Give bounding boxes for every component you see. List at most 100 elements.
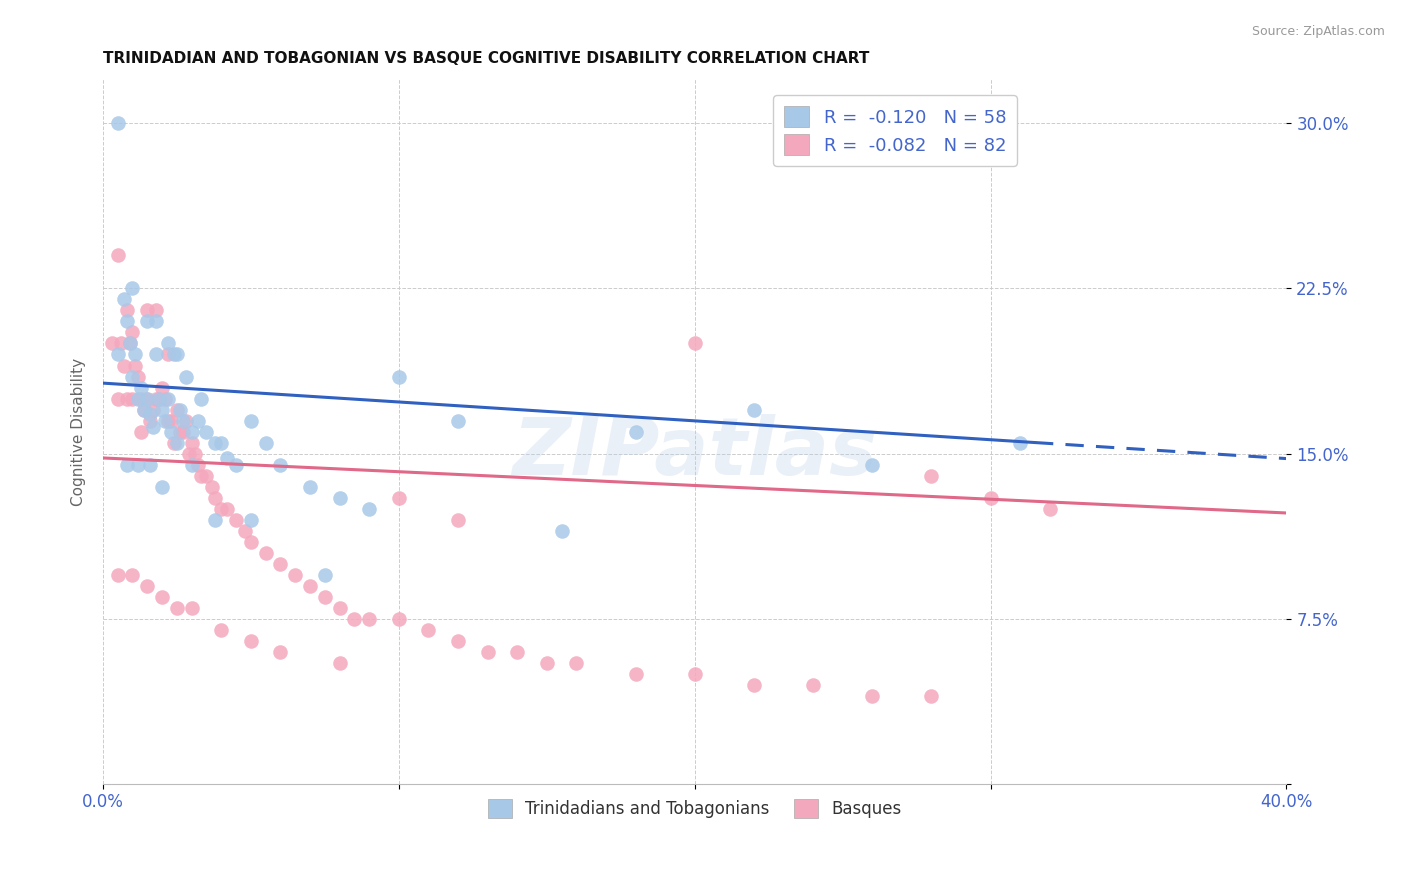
Point	[506, 645, 529, 659]
Point	[156, 336, 179, 351]
Point	[134, 402, 156, 417]
Point	[920, 468, 942, 483]
Point	[388, 491, 411, 505]
Text: TRINIDADIAN AND TOBAGONIAN VS BASQUE COGNITIVE DISABILITY CORRELATION CHART: TRINIDADIAN AND TOBAGONIAN VS BASQUE COG…	[103, 51, 869, 66]
Point	[166, 435, 188, 450]
Point	[742, 678, 765, 692]
Point	[239, 534, 262, 549]
Point	[115, 392, 138, 406]
Point	[180, 600, 202, 615]
Point	[801, 678, 824, 692]
Point	[139, 413, 162, 427]
Point	[1039, 501, 1062, 516]
Point	[269, 645, 291, 659]
Point	[145, 392, 167, 406]
Point	[134, 402, 156, 417]
Point	[536, 656, 558, 670]
Point	[101, 336, 124, 351]
Point	[124, 359, 146, 373]
Point	[107, 116, 129, 130]
Point	[136, 579, 159, 593]
Point	[121, 369, 143, 384]
Point	[127, 458, 149, 472]
Point	[388, 369, 411, 384]
Point	[163, 347, 186, 361]
Point	[115, 458, 138, 472]
Point	[145, 314, 167, 328]
Point	[148, 392, 170, 406]
Point	[418, 623, 440, 637]
Point	[166, 402, 188, 417]
Point	[239, 512, 262, 526]
Point	[136, 392, 159, 406]
Point	[121, 281, 143, 295]
Point	[166, 347, 188, 361]
Point	[150, 402, 173, 417]
Point	[683, 336, 706, 351]
Point	[180, 425, 202, 439]
Point	[217, 501, 239, 516]
Point	[209, 435, 232, 450]
Point	[683, 666, 706, 681]
Point	[115, 303, 138, 318]
Text: ZIPatlas: ZIPatlas	[512, 414, 877, 491]
Point	[187, 413, 209, 427]
Point	[195, 425, 218, 439]
Point	[920, 689, 942, 703]
Point	[217, 450, 239, 465]
Point	[139, 458, 162, 472]
Point	[160, 425, 183, 439]
Point	[329, 656, 352, 670]
Point	[166, 600, 188, 615]
Point	[118, 336, 141, 351]
Point	[187, 458, 209, 472]
Point	[142, 402, 165, 417]
Point	[180, 458, 202, 472]
Point	[624, 425, 647, 439]
Point	[153, 392, 176, 406]
Point	[180, 435, 202, 450]
Point	[225, 512, 247, 526]
Point	[174, 413, 197, 427]
Point	[447, 512, 470, 526]
Point	[142, 420, 165, 434]
Point	[174, 369, 197, 384]
Point	[343, 612, 366, 626]
Point	[139, 407, 162, 421]
Point	[624, 666, 647, 681]
Point	[1010, 435, 1032, 450]
Point	[127, 392, 149, 406]
Point	[239, 413, 262, 427]
Point	[131, 392, 153, 406]
Point	[169, 402, 191, 417]
Point	[150, 590, 173, 604]
Point	[980, 491, 1002, 505]
Point	[121, 567, 143, 582]
Point	[860, 458, 883, 472]
Point	[107, 347, 129, 361]
Point	[150, 380, 173, 394]
Point	[204, 512, 226, 526]
Point	[359, 612, 381, 626]
Point	[115, 314, 138, 328]
Point	[121, 392, 143, 406]
Point	[550, 524, 572, 538]
Point	[156, 413, 179, 427]
Point	[145, 347, 167, 361]
Point	[225, 458, 247, 472]
Point	[112, 359, 135, 373]
Point	[118, 336, 141, 351]
Point	[177, 446, 200, 460]
Point	[329, 600, 352, 615]
Point	[201, 479, 224, 493]
Point	[314, 567, 336, 582]
Point	[314, 590, 336, 604]
Point	[107, 248, 129, 262]
Point	[136, 392, 159, 406]
Point	[254, 546, 277, 560]
Point	[190, 392, 212, 406]
Point	[195, 468, 218, 483]
Point	[269, 458, 291, 472]
Point	[860, 689, 883, 703]
Point	[148, 392, 170, 406]
